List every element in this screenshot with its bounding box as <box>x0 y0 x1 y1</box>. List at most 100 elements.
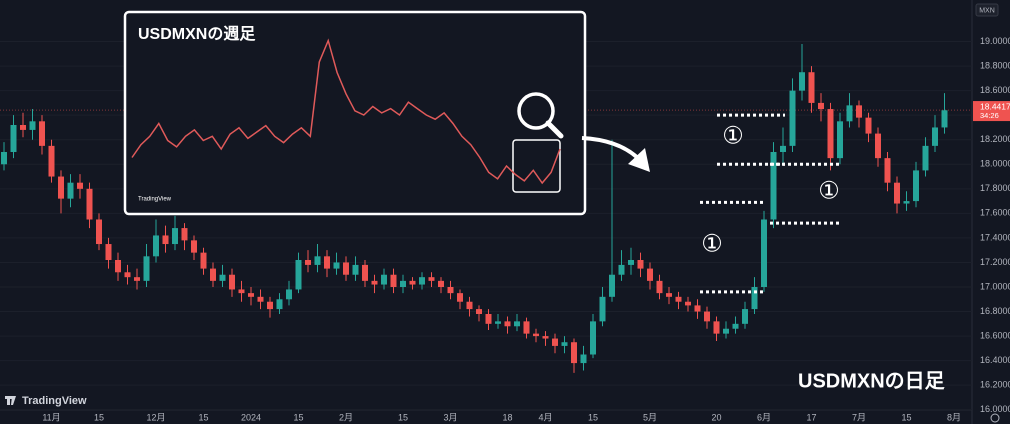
candle-body <box>362 264 368 281</box>
y-tick-label: 16.00000 <box>980 404 1010 414</box>
candle-body <box>10 125 17 152</box>
candle-body <box>913 170 919 202</box>
candle-body <box>789 90 796 146</box>
candle-body <box>1 152 7 165</box>
range-label: ① <box>818 177 840 204</box>
candle-body <box>694 305 701 312</box>
candle-body <box>86 188 93 220</box>
candle-body <box>808 72 815 103</box>
x-tick-label: 17 <box>806 412 816 422</box>
candle-body <box>409 280 416 285</box>
candle-body <box>428 277 435 281</box>
candle-body <box>685 301 691 306</box>
y-tick-label: 17.20000 <box>980 257 1010 267</box>
y-tick-label: 16.20000 <box>980 380 1010 390</box>
y-tick-label: 19.00000 <box>980 36 1010 46</box>
x-tick-label: 15 <box>588 412 598 422</box>
inset-watermark: TradingView <box>138 197 172 203</box>
y-tick-label: 18.20000 <box>980 134 1010 144</box>
candle-body <box>856 105 862 118</box>
candle-body <box>704 311 710 322</box>
candle-body <box>599 296 606 322</box>
candle-body <box>476 309 482 314</box>
candle-body <box>533 333 539 337</box>
candle-body <box>248 293 254 297</box>
candle-body <box>875 133 881 159</box>
candle-body <box>276 299 283 310</box>
candle-body <box>48 145 55 177</box>
inset-line <box>131 38 561 185</box>
candle-body <box>181 228 188 241</box>
candle-body <box>105 244 112 260</box>
x-tick-label: 15 <box>901 412 911 422</box>
x-tick-label: 20 <box>711 412 721 422</box>
candle-body <box>447 287 454 294</box>
x-tick-label: 11月 <box>42 412 60 422</box>
inset-frame <box>123 10 587 216</box>
candle-body <box>742 309 748 324</box>
candle-body <box>542 336 549 339</box>
y-tick-label: 17.40000 <box>980 232 1010 242</box>
candle-body <box>761 219 767 287</box>
last-price-box <box>973 101 1010 122</box>
candle-body <box>637 260 644 269</box>
chart-title: USDMXNの日足 <box>798 370 946 392</box>
x-tick-label: 2024 <box>241 412 261 422</box>
candle-body <box>514 321 520 327</box>
y-tick-label: 18.80000 <box>980 60 1010 70</box>
x-tick-label: 3月 <box>443 412 457 422</box>
candle-body <box>903 201 910 204</box>
candle-body <box>172 228 178 245</box>
x-tick-label: 6月 <box>757 412 771 422</box>
candle-body <box>713 321 720 334</box>
candle-body <box>267 301 273 310</box>
candle-body <box>390 274 397 287</box>
range-label: ① <box>701 230 723 257</box>
candle-body <box>523 321 530 334</box>
x-tick-label: 8月 <box>947 412 961 422</box>
candle-body <box>590 321 596 355</box>
candle-body <box>143 256 150 281</box>
candle-body <box>865 117 872 134</box>
x-tick-label: 15 <box>94 412 104 422</box>
y-tick-label: 16.80000 <box>980 306 1010 316</box>
candle-body <box>580 354 587 364</box>
x-tick-label: 18 <box>502 412 512 422</box>
candle-body <box>751 287 758 310</box>
y-tick-label: 17.60000 <box>980 208 1010 218</box>
candle-body <box>96 219 102 245</box>
candle-body <box>618 264 625 275</box>
y-tick-label: 18.00000 <box>980 159 1010 169</box>
x-tick-label: 7月 <box>852 412 866 422</box>
candle-body <box>818 102 824 110</box>
currency-box <box>975 3 999 17</box>
last-price-label: 18.44170 <box>980 101 1010 111</box>
y-tick-label: 16.40000 <box>980 355 1010 365</box>
candle-body <box>485 314 492 324</box>
candle-body <box>67 182 74 199</box>
candle-body <box>419 277 425 285</box>
magnifier-icon <box>517 92 555 130</box>
y-tick-label: 18.60000 <box>980 85 1010 95</box>
inset-highlight <box>512 139 561 193</box>
logo-icon <box>5 396 16 405</box>
y-tick-label: 17.80000 <box>980 183 1010 193</box>
candle-body <box>827 109 834 159</box>
candle-body <box>770 152 777 220</box>
x-tick-label: 15 <box>198 412 208 422</box>
candle-body <box>381 274 387 285</box>
candle-body <box>628 260 634 265</box>
candle-body <box>77 182 83 189</box>
candle-body <box>229 274 235 290</box>
candle-body <box>238 289 245 294</box>
magnifier-handle <box>545 120 564 139</box>
candle-body <box>29 121 36 130</box>
candle-body <box>371 280 378 285</box>
candle-body <box>162 235 169 245</box>
candle-body <box>153 235 159 257</box>
watermark: TradingView <box>22 395 87 407</box>
candle-body <box>200 252 207 269</box>
candle-body <box>115 260 121 273</box>
candle-body <box>352 264 359 275</box>
